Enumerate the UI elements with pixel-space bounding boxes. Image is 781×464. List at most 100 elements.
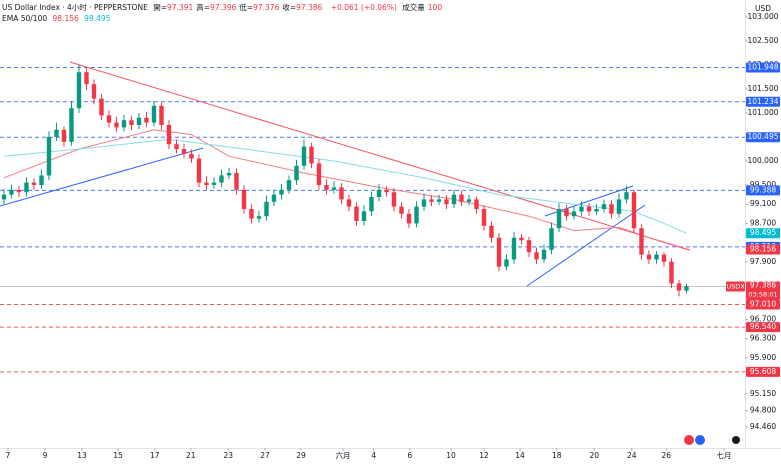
y-tick-label: 102.500: [747, 36, 778, 45]
candle-body: [331, 187, 337, 190]
y-tick-label: 97.900: [750, 257, 776, 266]
candle-body: [391, 192, 397, 207]
ema-value: 98.495: [84, 14, 111, 23]
ema-tag: [746, 244, 780, 255]
settings-icon[interactable]: [732, 436, 740, 444]
candle-body: [534, 252, 539, 260]
x-tick-label: 13: [77, 451, 87, 460]
trendline: [69, 61, 691, 251]
candle-body: [76, 72, 82, 109]
price-tag-label: 97.386: [750, 280, 776, 289]
trendline: [526, 204, 646, 287]
candle-body: [421, 199, 427, 207]
candle-body: [609, 204, 614, 214]
candle-body: [16, 189, 22, 193]
candle-body: [384, 189, 389, 193]
candle-body: [91, 84, 97, 99]
candle-body: [264, 201, 269, 217]
candle-body: [579, 206, 584, 212]
ohlc-label: 低=: [239, 3, 254, 12]
y-tick-label: 101.500: [747, 84, 778, 93]
y-tick-label: 101.000: [747, 108, 778, 117]
candle-body: [376, 189, 382, 197]
ohlc-value: 97.376: [253, 3, 280, 12]
candle-body: [571, 211, 577, 217]
ema-tag: [746, 228, 780, 239]
y-tick-label: 95.900: [750, 353, 776, 362]
candle-body: [241, 189, 247, 209]
candle-body: [661, 254, 667, 262]
candle-body: [684, 286, 689, 291]
candle-body: [436, 199, 442, 202]
candle-body: [61, 129, 67, 142]
trendline: [0, 147, 204, 207]
candle-body: [654, 254, 659, 260]
candle-body: [496, 237, 502, 267]
y-tick-label: 100.000: [747, 156, 778, 165]
ema-line: [3, 138, 687, 234]
candle-body: [189, 153, 194, 159]
x-tick-label: 12: [479, 451, 489, 460]
price-tag: [746, 281, 780, 300]
candle-body: [406, 213, 412, 224]
candle-body: [639, 228, 644, 255]
ema-tag-label: 98.156: [750, 245, 776, 254]
candle-body: [9, 189, 14, 195]
candle-body: [601, 204, 607, 209]
candle-body: [504, 259, 509, 267]
candle-body: [286, 180, 292, 190]
x-tick-label: 17: [150, 451, 160, 460]
candle-body: [204, 182, 209, 185]
candle-body: [136, 117, 142, 125]
level-tag: [746, 299, 780, 310]
level-tag-label: 97.010: [750, 300, 776, 309]
candle-body: [459, 194, 464, 202]
candle-body: [676, 283, 682, 291]
x-tick-label: 六月: [335, 450, 350, 460]
level-tag-label: 95.608: [750, 367, 776, 376]
x-tick-label: 7: [6, 451, 11, 460]
symbol-tag-label: USDX: [726, 282, 745, 290]
candle-body: [31, 182, 37, 185]
candle-body: [564, 208, 569, 217]
x-tick-label: 18: [552, 451, 562, 460]
candle-body: [234, 172, 239, 190]
x-tick-label: 21: [186, 451, 196, 460]
candle-body: [429, 199, 434, 202]
ohlc-label: 收=: [282, 3, 297, 12]
candle-body: [106, 115, 112, 123]
candle-body: [511, 237, 517, 260]
candle-body: [249, 208, 254, 219]
y-tick-label: 96.700: [750, 314, 776, 323]
candle-body: [481, 208, 487, 226]
candle-body: [256, 216, 262, 219]
candle-body: [174, 144, 179, 149]
x-tick-label: 29: [296, 451, 306, 460]
candle-body: [39, 175, 44, 185]
x-tick-label: 27: [260, 451, 270, 460]
candle-body: [46, 136, 52, 176]
candle-body: [324, 184, 329, 190]
x-tick-label: 15: [113, 451, 123, 460]
currency: USD: [755, 4, 771, 13]
candle-body: [616, 199, 622, 214]
candle-body: [346, 199, 352, 207]
indicator-line: EMA 50/100 98.156 98.495: [2, 13, 445, 24]
header-line: US Dollar Index · 4小时 · PEPPERSTONE 開=97…: [2, 2, 445, 13]
y-tick-label: 94.800: [750, 406, 776, 415]
candle-body: [444, 199, 449, 205]
symbol-tag: [726, 281, 745, 292]
candle-body: [646, 254, 652, 260]
candle-body: [624, 192, 629, 200]
candle-body: [556, 208, 562, 229]
candle-body: [354, 206, 359, 221]
candle-body: [669, 261, 674, 284]
y-tick-label: 95.150: [750, 389, 776, 398]
candle-body: [121, 120, 127, 128]
candle-body: [586, 206, 592, 212]
x-tick-label: 9: [43, 451, 48, 460]
candle-body: [159, 105, 164, 125]
